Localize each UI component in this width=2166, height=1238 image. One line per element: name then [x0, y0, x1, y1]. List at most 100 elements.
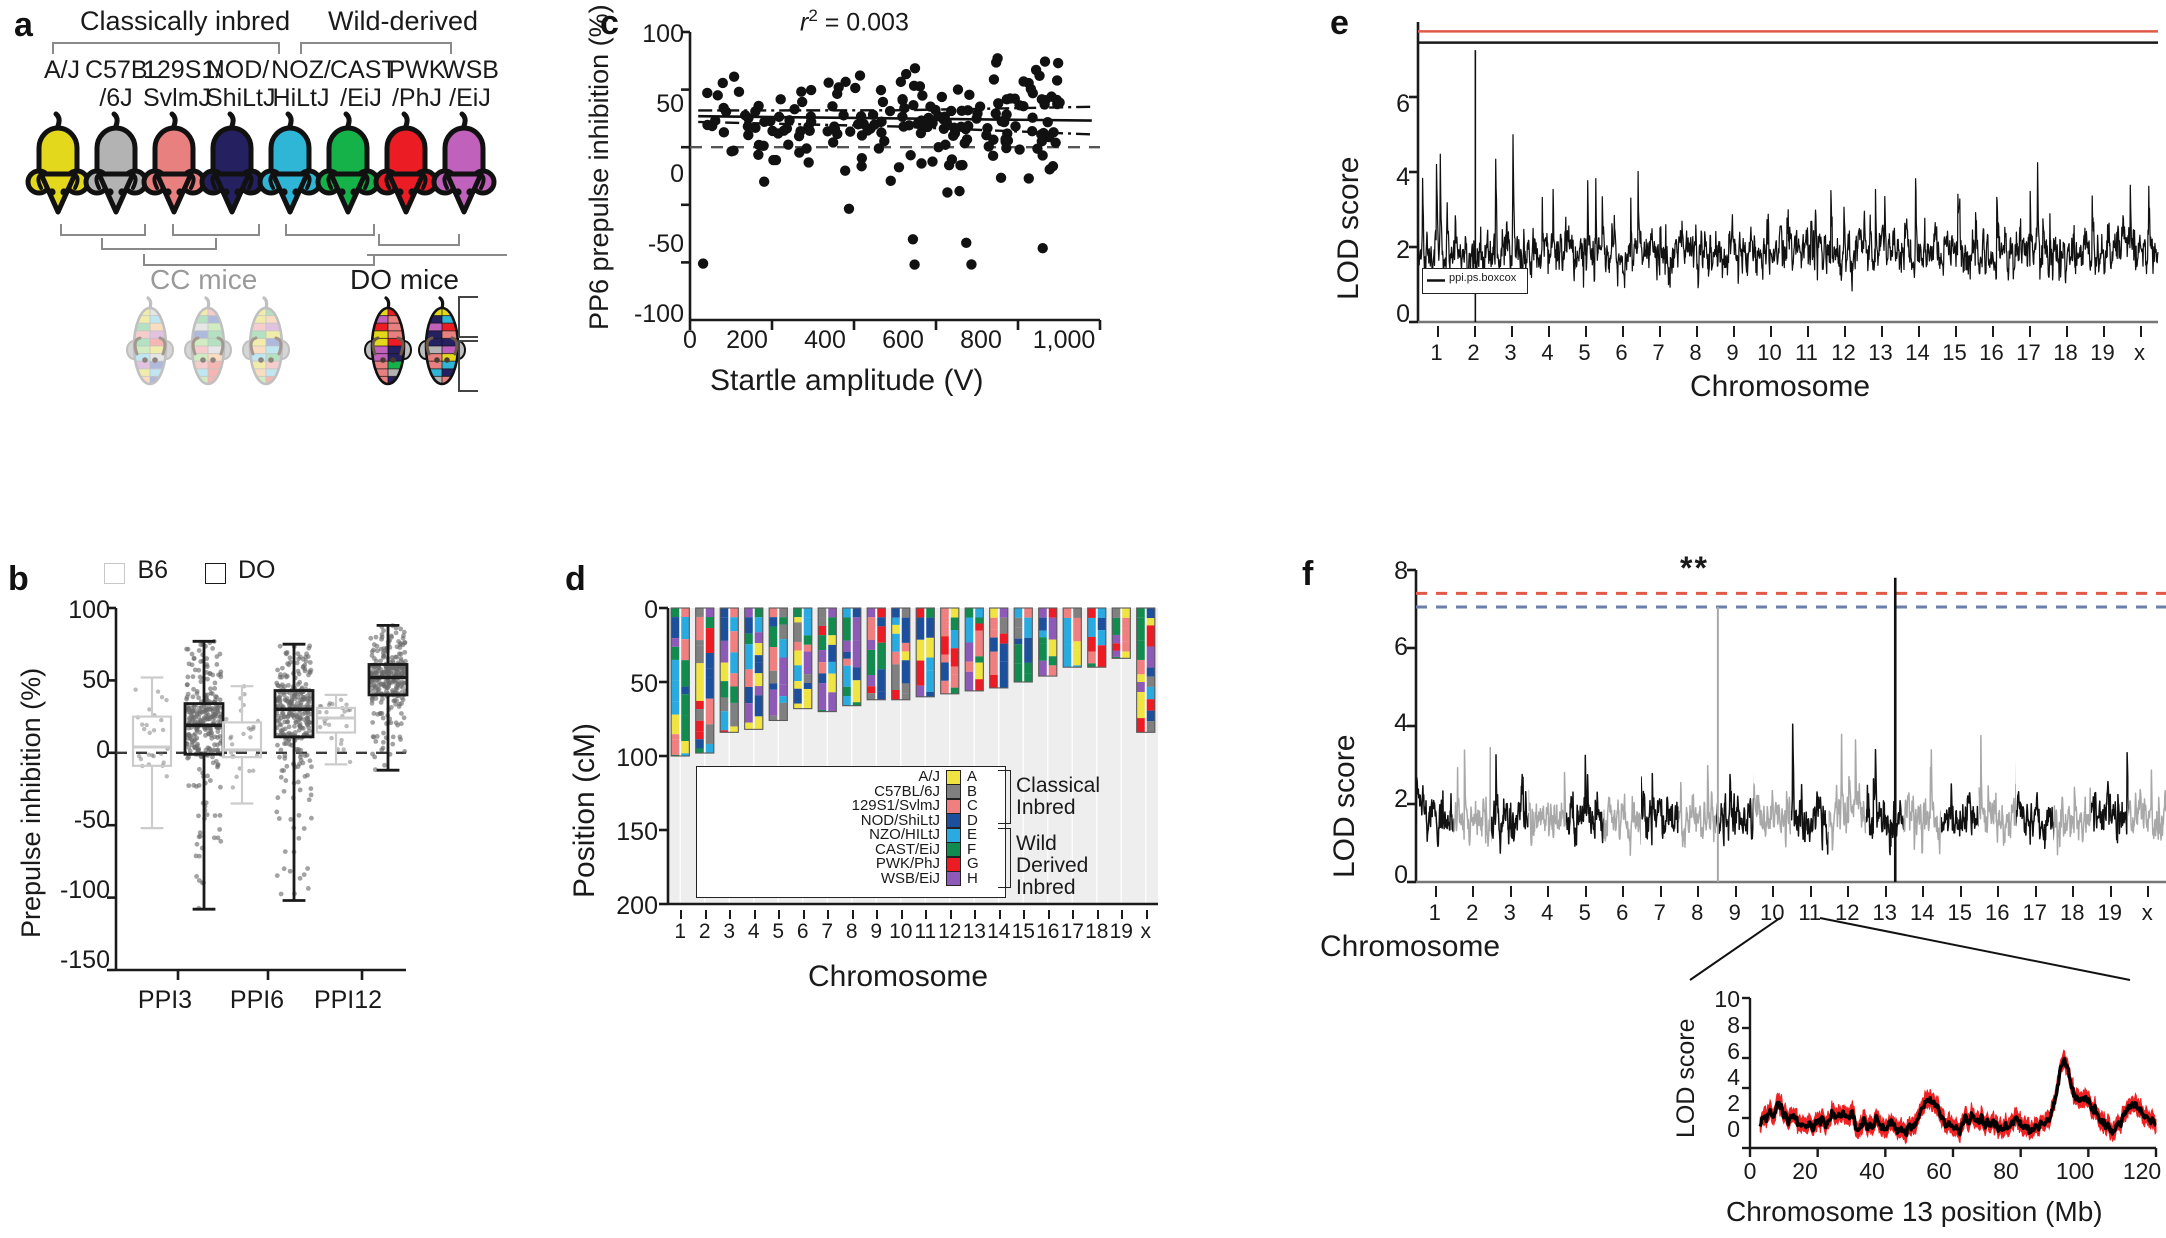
- strain-name-6-l2: /PhJ: [391, 84, 443, 112]
- panel-f-inset-ytick-8: 8: [1727, 1012, 1740, 1038]
- panel-f-xtickmark-19: [2109, 886, 2112, 897]
- legend-color-H: [946, 871, 961, 887]
- panel-f-inset-xtick-100: 100: [2055, 1158, 2095, 1184]
- cc-mice-label: CC mice: [150, 264, 258, 295]
- panel-b-xtick-0: PPI3: [137, 986, 193, 1014]
- legend-strain-H: WSB/EiJ: [880, 869, 940, 887]
- panel-b-ytick-1: 50: [82, 666, 110, 694]
- panel-f-xtickmark-15: [1959, 886, 1962, 897]
- panel-c-ytick-3: -50: [647, 230, 684, 258]
- panel-d-ytick-1: 50: [630, 670, 658, 698]
- cross-bracket-1: [60, 224, 146, 236]
- panel-d-xtick-2: 2: [698, 920, 711, 943]
- panel-b-xtick-2: PPI12: [313, 986, 383, 1014]
- panel-d-xlabel: Chromosome: [808, 960, 989, 993]
- panel-c-chart: r2 = 0.003 PP6 prepulse inhibition (%) 1…: [560, 0, 1120, 400]
- panel-f-ytick-2: 2: [1394, 785, 1408, 813]
- legend-row-H: WSB/EiJ H: [701, 869, 1001, 887]
- panel-d-ytick-4: 200: [616, 892, 658, 920]
- panel-f-xtickmark-14: [1922, 886, 1925, 897]
- strain-name-2-l2: SvlmJ: [143, 84, 212, 112]
- panel-d-xtick-8: 8: [845, 920, 858, 943]
- panel-f-xticks: 1 2 3 4 5 6 7 8 9 10 11 12 13 14 15 16 17 18 19 x: [1416, 886, 2166, 925]
- panel-f-xtick-4: 4: [1541, 900, 1554, 925]
- panel-c-plot: [681, 30, 1102, 330]
- panel-f-xtickmark-1: [1434, 886, 1437, 897]
- panel-e-lod-plot: [1409, 22, 2159, 324]
- legend-letter-G: G: [967, 855, 979, 872]
- panel-f-inset-xtick-0: 0: [1743, 1158, 1757, 1184]
- legend-row-F: CAST/EiJ F: [701, 840, 1001, 858]
- panel-e-xtickmark-10: [1769, 326, 1772, 337]
- panel-d-xtickmark-1: [680, 910, 683, 919]
- panel-f-inset-xtick-120: 120: [2122, 1158, 2162, 1184]
- strain-name-7-l1: WSB: [442, 56, 499, 84]
- panel-d-xtickmark-2: [704, 910, 707, 919]
- panel-f-xtickmark-7: [1659, 886, 1662, 897]
- panel-d-ytick-2: 100: [616, 744, 658, 772]
- legend-letter-F: F: [967, 840, 977, 858]
- panel-d-legend: A/J A C57BL/6J B 129S1/SvlmJ C NOD/ShiLtJ D NZO/…: [696, 766, 1006, 898]
- panel-f-xtickmark-8: [1697, 886, 1700, 897]
- legend-strain-F: CAST/EiJ: [874, 840, 940, 858]
- panel-c-xtick-4: 800: [960, 326, 1002, 354]
- panel-c-xtick-3: 600: [882, 326, 924, 354]
- panel-e-xtickmark-13: [1880, 326, 1883, 337]
- panel-e-xtickmark-11: [1806, 326, 1809, 337]
- legend-row-C: 129S1/SvlmJ C: [701, 798, 1001, 814]
- panel-e-xtickmark-3: [1510, 326, 1513, 337]
- panel-d-xtickmark-17: [1072, 910, 1075, 919]
- panel-f-inset-xtick-60: 60: [1926, 1158, 1952, 1184]
- panel-d-xtickmark-13: [974, 910, 977, 919]
- cross-bracket-4: [378, 234, 460, 246]
- panel-f-xtickmark-x: [2147, 886, 2150, 897]
- legend-row-D: NOD/ShiLtJ D: [701, 813, 1001, 829]
- panel-f-xtick-15: 15: [1947, 900, 1972, 925]
- panel-b-ytick-5: -150: [59, 946, 110, 974]
- panel-d-xtickmark-19: [1121, 910, 1124, 919]
- panel-d-xtick-18: 18: [1085, 920, 1109, 943]
- panel-e-xtick-14: 14: [1905, 340, 1930, 365]
- panel-f-ytick-0: 0: [1394, 861, 1408, 889]
- legend-color-E: [946, 827, 961, 843]
- legend-color-C: [946, 798, 961, 814]
- panel-b-plot: [107, 606, 409, 980]
- panel-d-xtickmark-14: [998, 910, 1001, 919]
- panel-e-xtickmark-18: [2065, 326, 2068, 337]
- panel-e-xtick-3: 3: [1504, 340, 1517, 365]
- panel-f-inset-ytick-6: 6: [1727, 1038, 1740, 1064]
- strain-name-4-l1: NOZ/: [271, 56, 331, 84]
- panel-d-xtickmark-3: [729, 910, 732, 919]
- panel-c-xtick-1: 200: [726, 326, 768, 354]
- panel-d-xtickmark-11: [925, 910, 928, 919]
- panel-f-xtickmark-16: [1997, 886, 2000, 897]
- cross-bracket-7: [367, 254, 507, 256]
- panel-e-ytick-6: 6: [1396, 90, 1410, 118]
- panel-e-xtick-12: 12: [1831, 340, 1856, 365]
- panel-f-xtick-x: x: [2141, 900, 2153, 925]
- panel-f-xtick-6: 6: [1616, 900, 1629, 925]
- legend-color-G: [946, 856, 961, 872]
- panel-e-xtick-9: 9: [1726, 340, 1739, 365]
- panel-d-xtick-17: 17: [1060, 920, 1084, 943]
- panel-e-xtick-19: 19: [2090, 340, 2115, 365]
- panel-e-xtick-17: 17: [2016, 340, 2041, 365]
- legend-color-B: [946, 784, 961, 800]
- panel-f-inset: LOD score 10 8 6 4 2 0 0 20 40 60 80 100…: [1666, 986, 2166, 1236]
- panel-f-xtickmark-4: [1547, 886, 1550, 897]
- strain-name-6-l1: PWK: [388, 56, 446, 84]
- panel-f-xtick-7: 7: [1653, 900, 1666, 925]
- panel-d-xtick-16: 16: [1036, 920, 1060, 943]
- panel-f-ytick-8: 8: [1394, 557, 1408, 585]
- panel-f-xtick-5: 5: [1578, 900, 1591, 925]
- panel-f-xtick-2: 2: [1466, 900, 1479, 925]
- panel-f-xtickmark-2: [1472, 886, 1475, 897]
- strain-name-5-l2: /EiJ: [340, 84, 382, 112]
- panel-d-xtick-15: 15: [1011, 920, 1035, 943]
- panel-d-xtick-19: 19: [1109, 920, 1133, 943]
- panel-c-ytick-1: 50: [656, 90, 684, 118]
- cross-bracket-5: [101, 238, 217, 250]
- panel-f-xtick-18: 18: [2060, 900, 2085, 925]
